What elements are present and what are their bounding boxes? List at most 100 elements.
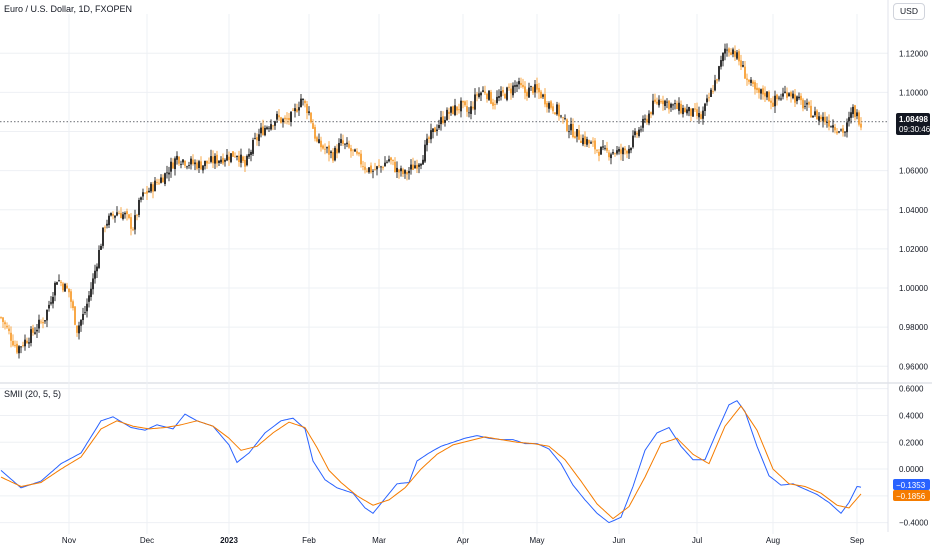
candle-body	[140, 197, 142, 200]
candle-body	[116, 212, 118, 216]
candle-body	[400, 168, 402, 172]
candle-body	[792, 93, 794, 99]
candle-body	[162, 177, 164, 183]
candle-body	[150, 183, 152, 192]
candle-body	[284, 117, 286, 120]
candle	[496, 90, 498, 105]
candle	[670, 102, 672, 112]
candle-body	[170, 161, 172, 172]
candle	[212, 150, 214, 168]
candle-body	[118, 213, 120, 215]
candle-body	[658, 99, 660, 106]
currency-button[interactable]: USD	[893, 3, 925, 20]
candle	[42, 317, 44, 329]
candle-body	[346, 142, 348, 145]
candle-body	[380, 166, 382, 168]
candle	[730, 48, 732, 56]
candle-body	[702, 110, 704, 119]
candle	[648, 110, 650, 126]
candle-body	[450, 106, 452, 113]
candle	[790, 90, 792, 103]
candle	[592, 137, 594, 147]
candle-body	[438, 124, 440, 129]
candle-body	[236, 155, 238, 158]
price-tick-label: 0.96000	[899, 362, 928, 371]
candle	[360, 149, 362, 168]
candle-body	[808, 102, 810, 105]
candle-body	[462, 100, 464, 103]
candle	[586, 136, 588, 147]
candle	[708, 92, 710, 102]
candle	[198, 159, 200, 173]
candle-body	[858, 112, 860, 125]
candle	[372, 169, 374, 179]
candle-body	[120, 212, 122, 219]
candle	[858, 110, 860, 127]
candle-body	[686, 109, 688, 114]
candle-body	[646, 118, 648, 123]
candle	[254, 132, 256, 140]
candle-body	[688, 106, 690, 112]
candle	[384, 156, 386, 167]
candle	[298, 101, 300, 116]
smii-tick-label: −0.4000	[899, 519, 929, 528]
candle	[224, 158, 226, 167]
candle-body	[506, 87, 508, 100]
candle	[562, 116, 564, 124]
candle	[548, 101, 550, 113]
candle-body	[628, 148, 630, 154]
candle-body	[522, 84, 524, 87]
candle	[752, 79, 754, 87]
candle-body	[720, 60, 722, 67]
candle	[126, 208, 128, 221]
time-tick-label: Aug	[766, 536, 780, 545]
candle-body	[402, 169, 404, 175]
candle-body	[620, 149, 622, 154]
candle-body	[446, 109, 448, 121]
candle-body	[710, 89, 712, 98]
candle-body	[796, 96, 798, 102]
candle-body	[426, 138, 428, 146]
candle-body	[354, 149, 356, 152]
candle	[596, 149, 598, 154]
candle	[690, 108, 692, 122]
candle-body	[110, 213, 112, 216]
candle	[328, 141, 330, 162]
candle	[326, 146, 328, 154]
candle-body	[144, 192, 146, 194]
candle-body	[62, 283, 64, 291]
candle-body	[86, 303, 88, 312]
candle-body	[82, 314, 84, 321]
candle-body	[146, 191, 148, 194]
candle	[612, 149, 614, 156]
candle-body	[576, 128, 578, 137]
candle	[250, 149, 252, 162]
candle	[688, 106, 690, 117]
candle	[116, 206, 118, 217]
candle-body	[26, 340, 28, 344]
candle-body	[512, 85, 514, 96]
candle	[806, 98, 808, 111]
candle	[552, 103, 554, 114]
indicator-title[interactable]: SMII (20, 5, 5)	[4, 389, 62, 399]
candle-body	[818, 116, 820, 121]
candle-body	[542, 94, 544, 97]
candle-body	[166, 172, 168, 174]
last-price-badge	[896, 113, 930, 135]
candle-body	[218, 160, 220, 163]
candle-body	[836, 131, 838, 134]
candle-body	[706, 98, 708, 103]
price-tick-label: 1.02000	[899, 245, 928, 254]
candle	[128, 213, 130, 220]
candle	[656, 97, 658, 105]
candle-body	[282, 119, 284, 123]
candle	[750, 76, 752, 86]
candle-body	[690, 108, 692, 116]
candle-body	[534, 84, 536, 93]
candle-body	[736, 52, 738, 59]
candle-body	[518, 81, 520, 85]
candle	[370, 162, 372, 174]
candle-body	[812, 115, 814, 118]
candle	[618, 146, 620, 155]
